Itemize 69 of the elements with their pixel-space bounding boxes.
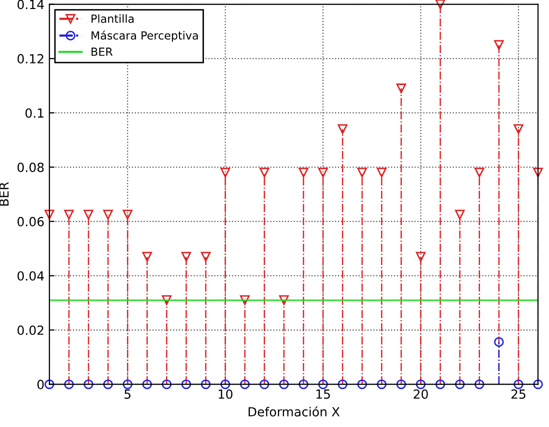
point	[396, 84, 406, 94]
point	[103, 210, 113, 220]
point	[533, 168, 543, 178]
point	[494, 40, 504, 50]
point	[318, 168, 328, 178]
point	[162, 295, 172, 306]
point	[435, 379, 446, 390]
y-tick-label: 0.02	[18, 325, 44, 335]
legend-label: Máscara Perceptiva	[92, 30, 198, 42]
point	[181, 252, 192, 262]
x-tick-label: 10	[218, 389, 232, 399]
point	[181, 379, 192, 390]
point	[435, 0, 446, 10]
point	[220, 168, 230, 178]
point	[357, 379, 367, 390]
point	[396, 379, 406, 390]
x-tick-label: 5	[124, 390, 130, 399]
y-tick-label: 0.06	[18, 216, 44, 226]
point	[44, 379, 54, 390]
point	[142, 379, 152, 390]
y-tick-label: 0	[37, 380, 44, 390]
point	[64, 379, 74, 390]
point	[376, 168, 387, 178]
point	[220, 379, 230, 390]
point	[200, 252, 211, 262]
point	[240, 295, 250, 306]
point	[279, 379, 289, 390]
point	[122, 210, 132, 220]
point	[44, 210, 54, 220]
point	[240, 379, 250, 390]
point	[162, 379, 172, 390]
point	[103, 379, 113, 390]
legend-label: BER	[92, 48, 113, 56]
point	[279, 295, 289, 306]
point	[474, 379, 484, 390]
x-tick-label: 25	[511, 389, 526, 399]
x-axis-title: Deformación X	[248, 406, 340, 416]
point	[84, 210, 94, 220]
point	[474, 168, 484, 178]
point	[416, 252, 426, 262]
point	[376, 379, 387, 390]
point	[416, 379, 426, 390]
y-tick-label: 0.12	[18, 54, 44, 64]
y-tick-label: 0.04	[18, 271, 44, 281]
point	[454, 210, 465, 220]
y-tick-label: 0.1	[25, 108, 44, 118]
point	[494, 337, 504, 347]
point	[298, 379, 308, 390]
point	[318, 379, 328, 390]
point	[142, 252, 152, 262]
point	[357, 168, 367, 178]
point	[84, 379, 94, 390]
point	[64, 210, 74, 220]
point	[533, 379, 543, 390]
point	[298, 168, 308, 178]
point	[514, 379, 524, 390]
point	[454, 379, 465, 390]
x-tick-label: 20	[414, 389, 428, 399]
legend-label: Plantilla	[92, 14, 134, 23]
point	[338, 124, 348, 134]
y-tick-label: 0.08	[18, 162, 44, 172]
point	[514, 124, 524, 134]
point	[338, 379, 348, 390]
y-tick-label: 0.14	[18, 0, 44, 10]
point	[200, 379, 211, 390]
point	[260, 379, 270, 390]
point	[260, 168, 270, 178]
x-tick-label: 15	[316, 390, 330, 399]
point	[122, 379, 132, 390]
